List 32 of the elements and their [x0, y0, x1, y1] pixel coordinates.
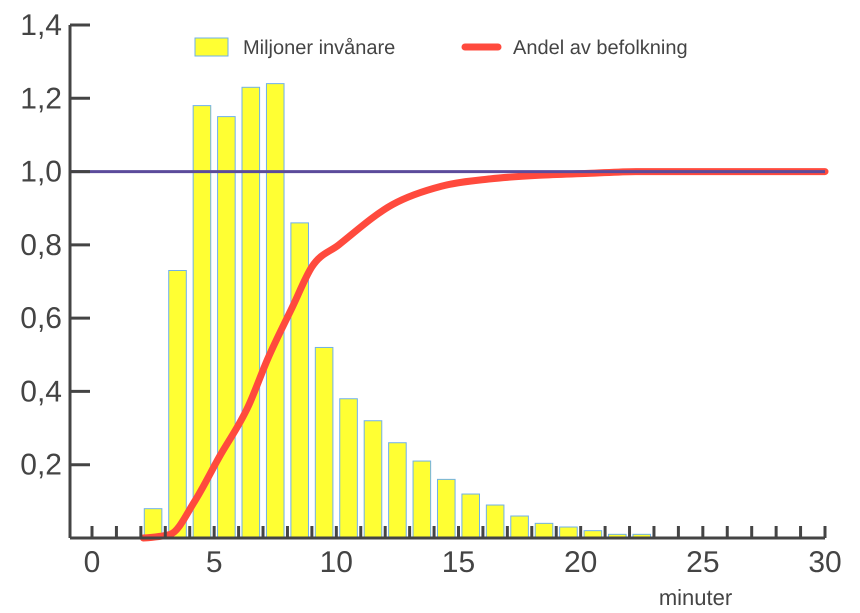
y-tick-label: 0,6: [20, 302, 62, 336]
bar: [168, 270, 187, 538]
bar: [436, 478, 456, 538]
y-tick-label: 1,0: [20, 156, 62, 189]
x-tick-label: 5: [206, 546, 222, 579]
y-tick-label: 1,4: [20, 9, 62, 42]
bar: [412, 460, 432, 538]
x-tick-label: 0: [84, 546, 100, 579]
y-tick-label: 0,2: [20, 448, 62, 482]
y-tick-label: 0,4: [20, 375, 62, 408]
legend-label: Andel av befolkning: [513, 37, 688, 59]
x-tick-label: 10: [320, 546, 354, 579]
bar: [388, 442, 407, 538]
bar: [339, 398, 358, 538]
bar: [290, 222, 309, 538]
bar: [364, 420, 382, 538]
x-axis-title: minuter: [658, 585, 732, 610]
x-tick-label: 15: [442, 546, 476, 579]
y-tick-label: 1,2: [20, 82, 62, 116]
bar: [217, 116, 236, 538]
bar: [266, 83, 285, 538]
x-tick-label: 25: [686, 546, 720, 579]
y-tick-label: 0,8: [20, 228, 62, 262]
bar: [314, 346, 334, 538]
bar: [192, 105, 212, 538]
bar: [486, 504, 504, 538]
x-tick-label: 20: [564, 546, 598, 579]
x-tick-label: 30: [808, 546, 842, 579]
legend-label: Miljoner invånare: [243, 37, 396, 59]
bar: [461, 494, 480, 538]
bar: [510, 516, 529, 538]
bar: [242, 86, 260, 538]
